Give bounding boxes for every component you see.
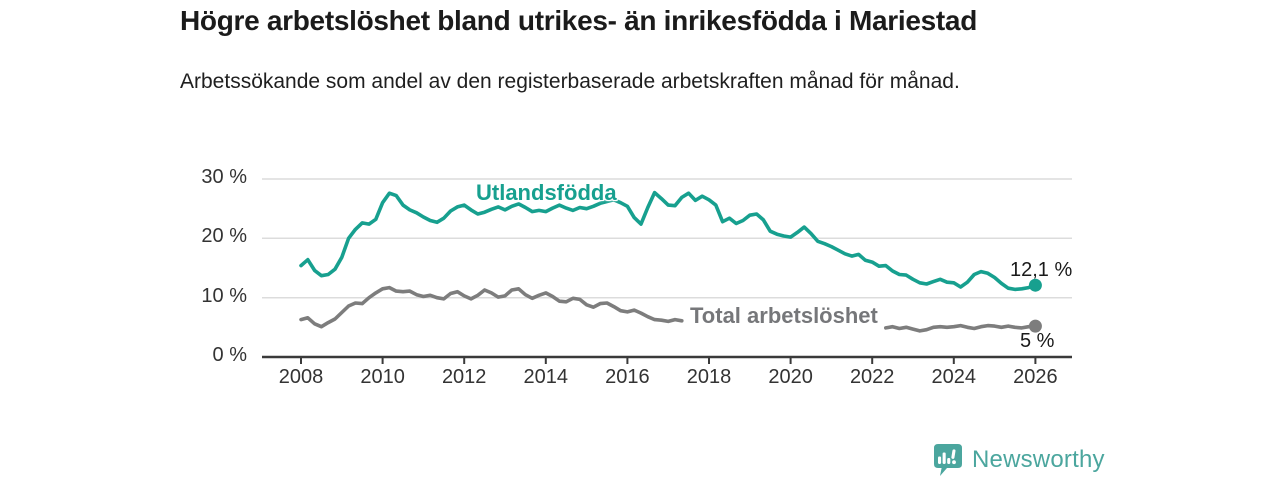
unemployment-line-chart: 30 % 20 % 10 % 0 % 2008 2010 2012 2014 2016 2018… <box>201 166 1073 388</box>
x-axis-tick-label: 2012 <box>441 366 487 388</box>
chart-subtitle: Arbetssökande som andel av den registerb… <box>180 70 960 93</box>
plot-canvas <box>262 178 1072 364</box>
y-axis-tick-label: 0 % <box>212 344 247 366</box>
y-axis-tick-label: 30 % <box>201 166 247 188</box>
newsworthy-brand-link[interactable]: Newsworthy <box>932 443 1105 477</box>
x-axis-tick-label: 2016 <box>605 366 650 388</box>
series-label-total-arbetsloshet: Total arbetslöshet <box>690 303 878 328</box>
x-axis-tick-label: 2020 <box>768 366 813 388</box>
series-end-dot <box>1028 319 1042 333</box>
chart-title: Högre arbetslöshet bland utrikes- än inr… <box>180 5 978 36</box>
series-line-total-arbetsl-shet <box>299 285 684 329</box>
x-axis-tick-label: 2024 <box>931 366 977 388</box>
end-value-label-utlandsfodda: 12,1 % <box>1010 259 1073 281</box>
newsworthy-logo-icon <box>934 444 962 476</box>
y-axis-tick-label: 10 % <box>201 284 247 307</box>
y-axis-tick-label: 20 % <box>201 225 247 248</box>
series-line-total-arbetsl-shet <box>883 323 1038 333</box>
end-value-label-total: 5 % <box>1020 330 1055 352</box>
x-axis-tick-label: 2026 <box>1013 366 1058 388</box>
brand-name: Newsworthy <box>972 446 1105 473</box>
x-axis-tick-label: 2008 <box>278 366 324 388</box>
x-axis-tick-label: 2010 <box>360 366 405 388</box>
x-axis-tick-label: 2022 <box>849 366 895 388</box>
series-end-dot <box>1028 278 1042 292</box>
x-axis-tick-label: 2018 <box>686 366 732 388</box>
series-label-utlandsfodda: Utlandsfödda <box>476 180 617 205</box>
x-axis-tick-label: 2014 <box>523 366 569 388</box>
series-line-utlandsf-dda <box>299 190 1038 292</box>
